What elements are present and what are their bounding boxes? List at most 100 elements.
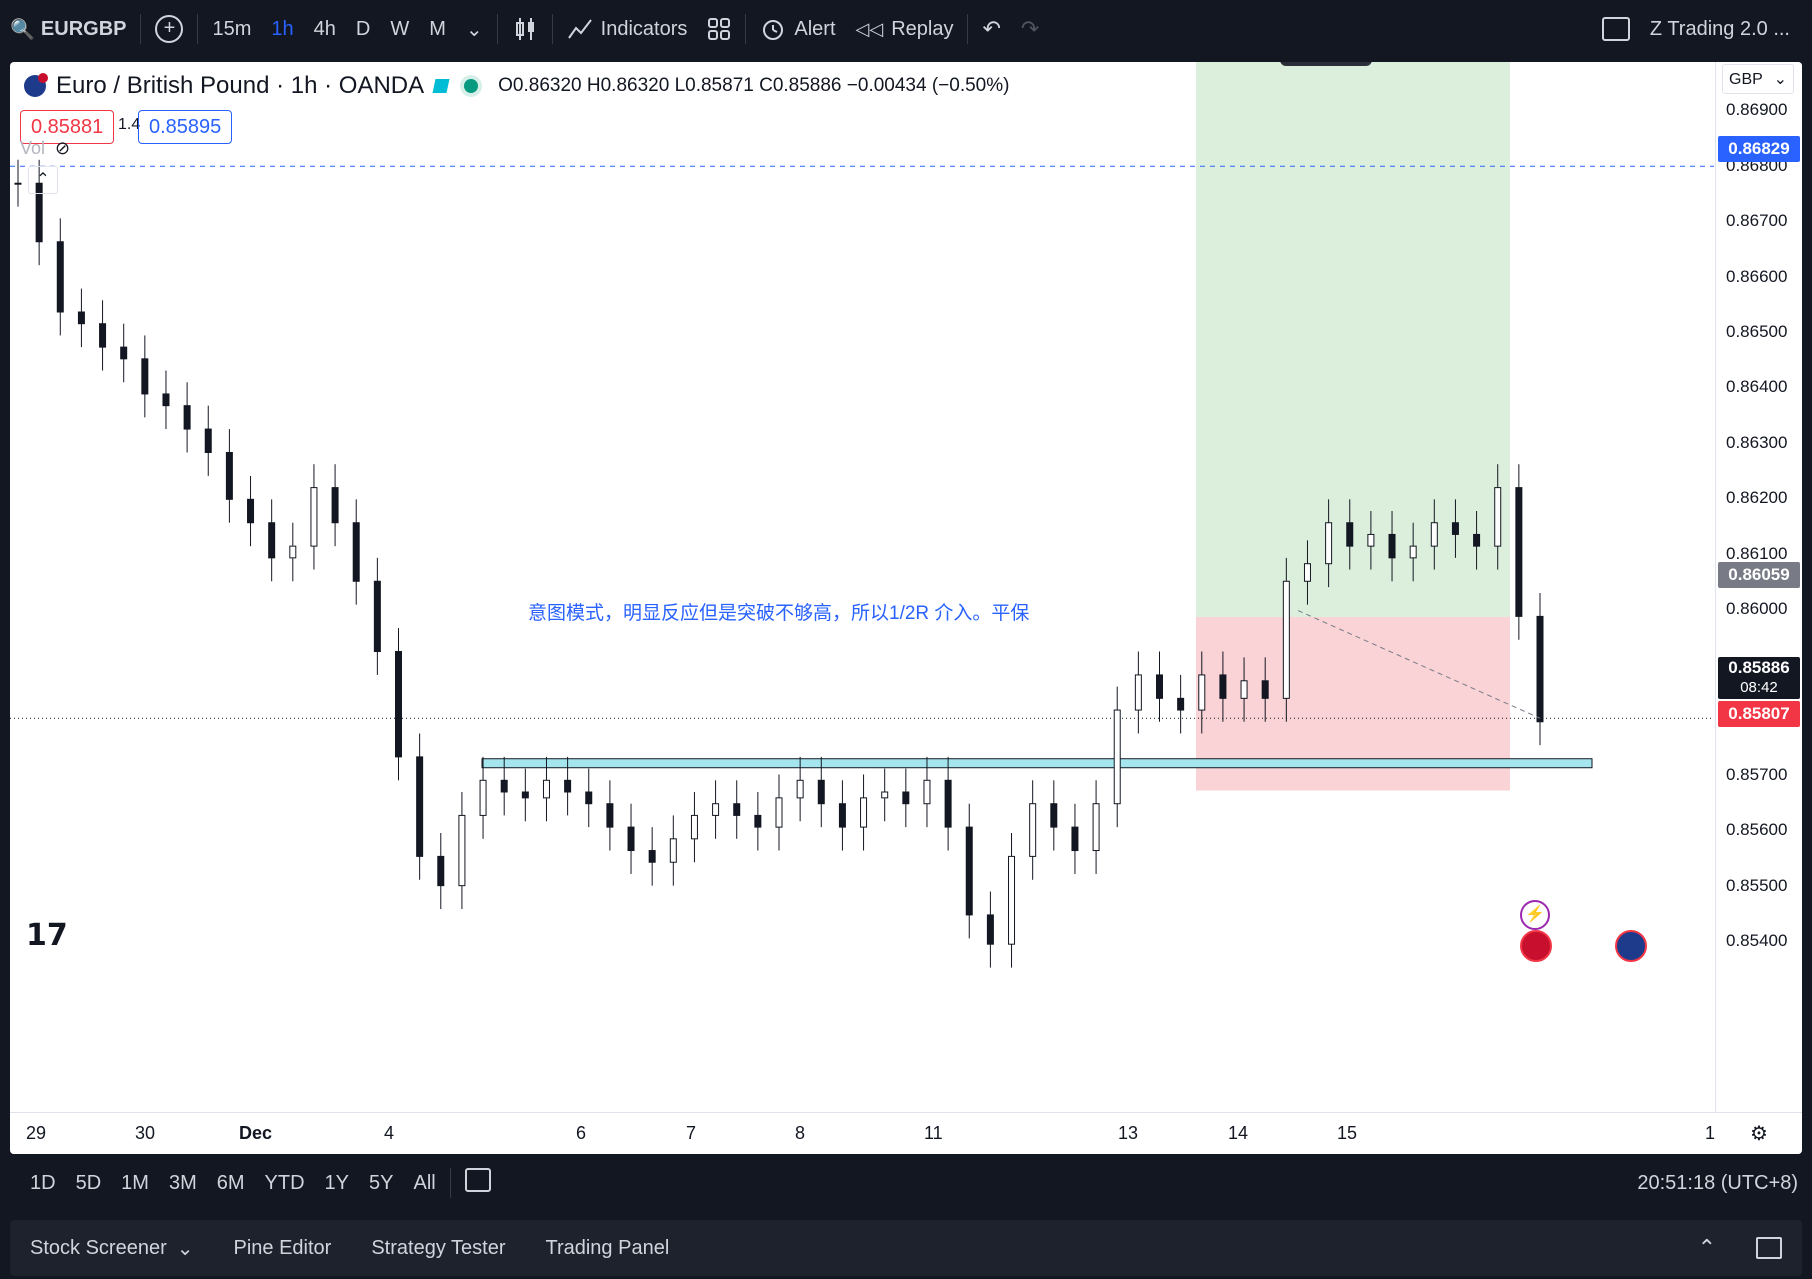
price-chart[interactable] xyxy=(10,62,1714,1112)
interval-dropdown-button[interactable]: ⌄ xyxy=(456,9,493,49)
candle-body xyxy=(606,803,614,828)
candle-body xyxy=(1071,826,1079,852)
range-1y[interactable]: 1Y xyxy=(324,1171,350,1194)
chart-annotation[interactable]: 意图模式，明显反应但是突破不够高，所以1/2R 介入。平保 xyxy=(528,603,1030,624)
replay-button[interactable]: ◁◁ Replay xyxy=(846,9,964,49)
interval-1h[interactable]: 1h xyxy=(271,17,294,40)
range-1d[interactable]: 1D xyxy=(30,1171,56,1194)
price-scale[interactable]: GBP ⌄ 0.86900 0.86800 0.86700 0.86600 0.… xyxy=(1715,62,1802,1112)
range-6m[interactable]: 6M xyxy=(216,1171,245,1194)
divider xyxy=(745,14,747,44)
volume-legend[interactable]: Vol ⊘ xyxy=(20,138,70,159)
tab-pine-editor[interactable]: Pine Editor xyxy=(233,1236,332,1259)
alert-button[interactable]: Alert xyxy=(750,9,845,49)
scale-settings-button[interactable]: ⚙ xyxy=(1750,1121,1768,1146)
clock-timezone[interactable]: 20:51:18 (UTC+8) xyxy=(1637,1171,1798,1194)
flash-event-icon[interactable]: ⚡ xyxy=(1520,900,1550,930)
price-tick: 0.86300 xyxy=(1726,433,1788,452)
currency-select[interactable]: GBP ⌄ xyxy=(1722,64,1794,94)
candle-body xyxy=(35,182,43,243)
range-1m[interactable]: 1M xyxy=(121,1171,149,1194)
time-scale[interactable]: 29 30 Dec 4 6 7 8 11 13 14 15 1 ⚙ xyxy=(10,1112,1802,1154)
time-label: 29 xyxy=(26,1123,47,1143)
candle-body xyxy=(500,779,508,793)
time-label: 6 xyxy=(576,1123,587,1143)
price-tick: 0.86100 xyxy=(1726,544,1788,563)
candle-body xyxy=(669,838,677,863)
range-all[interactable]: All xyxy=(413,1171,436,1194)
candle-body xyxy=(289,545,297,559)
symbol-title[interactable]: Euro / British Pound · 1h · OANDA xyxy=(56,72,425,99)
candle-body xyxy=(77,311,85,325)
candle-body xyxy=(14,182,22,185)
candle-body xyxy=(944,779,952,828)
candle-body xyxy=(648,850,656,863)
price-tick: 0.86200 xyxy=(1726,488,1788,507)
price-tick: 0.86500 xyxy=(1726,322,1788,341)
live-dot-icon xyxy=(464,79,479,93)
interval-15m[interactable]: 15m xyxy=(212,17,252,40)
chart-plot-area[interactable]: Euro / British Pound · 1h · OANDA O0.863… xyxy=(10,62,1714,1112)
tab-strategy-tester[interactable]: Strategy Tester xyxy=(371,1236,506,1259)
time-label: 4 xyxy=(384,1123,395,1143)
candle-body xyxy=(1008,855,1016,945)
currency-label: GBP xyxy=(1729,71,1763,88)
candle-body xyxy=(1177,697,1185,711)
candle-body xyxy=(1134,674,1142,711)
price-tick: 0.86700 xyxy=(1726,211,1788,230)
candle-body xyxy=(437,855,445,887)
vol-label: Vol xyxy=(20,138,46,158)
time-label: 11 xyxy=(924,1123,943,1143)
goto-date-button[interactable] xyxy=(455,1168,501,1198)
candle-body xyxy=(1029,803,1037,857)
candle-body xyxy=(1113,709,1121,805)
candle-body xyxy=(1494,487,1502,547)
add-symbol-button[interactable]: + xyxy=(145,9,193,49)
range-3m[interactable]: 3M xyxy=(168,1171,197,1194)
price-tick: 0.85600 xyxy=(1726,820,1788,839)
buy-price-button[interactable]: 0.85895 xyxy=(138,110,233,144)
symbol-search[interactable]: 🔍 EURGBP xyxy=(0,9,136,49)
interval-m[interactable]: M xyxy=(429,17,446,40)
interval-w[interactable]: W xyxy=(390,17,410,40)
indicators-icon xyxy=(567,19,592,39)
indicators-button[interactable]: Indicators xyxy=(557,9,698,49)
fullscreen-button[interactable] xyxy=(1592,9,1640,49)
stop-price-tag: 0.85807 xyxy=(1718,701,1800,727)
layouts-button[interactable] xyxy=(697,9,741,49)
chart-type-button[interactable] xyxy=(502,9,548,49)
floating-drawing-toolbar[interactable]: ⋮⋮ ⚑ xyxy=(1280,62,1372,66)
candle-body xyxy=(310,487,318,547)
candle-body xyxy=(458,814,466,887)
maximize-panel-button[interactable] xyxy=(1736,1237,1802,1259)
candle-body xyxy=(690,814,698,840)
candle-body xyxy=(902,791,910,805)
range-5d[interactable]: 5D xyxy=(75,1171,102,1194)
price-tick: 0.86000 xyxy=(1726,599,1788,618)
tab-stock-screener[interactable]: Stock Screener ⌄ xyxy=(10,1236,214,1261)
layout-name-button[interactable]: Z Trading 2.0 ... xyxy=(1640,9,1812,49)
eye-crossed-icon[interactable]: ⊘ xyxy=(55,138,71,158)
candle-body xyxy=(373,580,381,653)
interval-4h[interactable]: 4h xyxy=(313,17,336,40)
candle-body xyxy=(1536,615,1544,723)
candle-body xyxy=(162,393,170,407)
candle-body xyxy=(247,498,255,524)
interval-d[interactable]: D xyxy=(355,17,371,40)
last-price-value: 0.85886 xyxy=(1728,658,1790,677)
sell-price-button[interactable]: 0.85881 xyxy=(20,110,115,144)
chevron-down-icon: ⌄ xyxy=(176,1237,194,1260)
candle-body xyxy=(1325,522,1333,565)
eu-event-icon[interactable] xyxy=(1615,930,1647,962)
uk-event-icon[interactable] xyxy=(1520,930,1552,962)
expand-panel-button[interactable]: ⌃ xyxy=(1678,1235,1736,1261)
undo-button[interactable]: ↶ xyxy=(972,9,1010,49)
range-5y[interactable]: 5Y xyxy=(369,1171,394,1194)
range-ytd[interactable]: YTD xyxy=(264,1171,305,1194)
tab-trading-panel[interactable]: Trading Panel xyxy=(545,1236,670,1259)
collapse-legend-button[interactable]: ⌃ xyxy=(28,166,58,194)
alert-price-tag[interactable]: 0.86829 xyxy=(1718,136,1800,162)
redo-button[interactable]: ↷ xyxy=(1011,9,1049,49)
candle-body xyxy=(754,814,762,828)
candle-body xyxy=(331,487,339,524)
